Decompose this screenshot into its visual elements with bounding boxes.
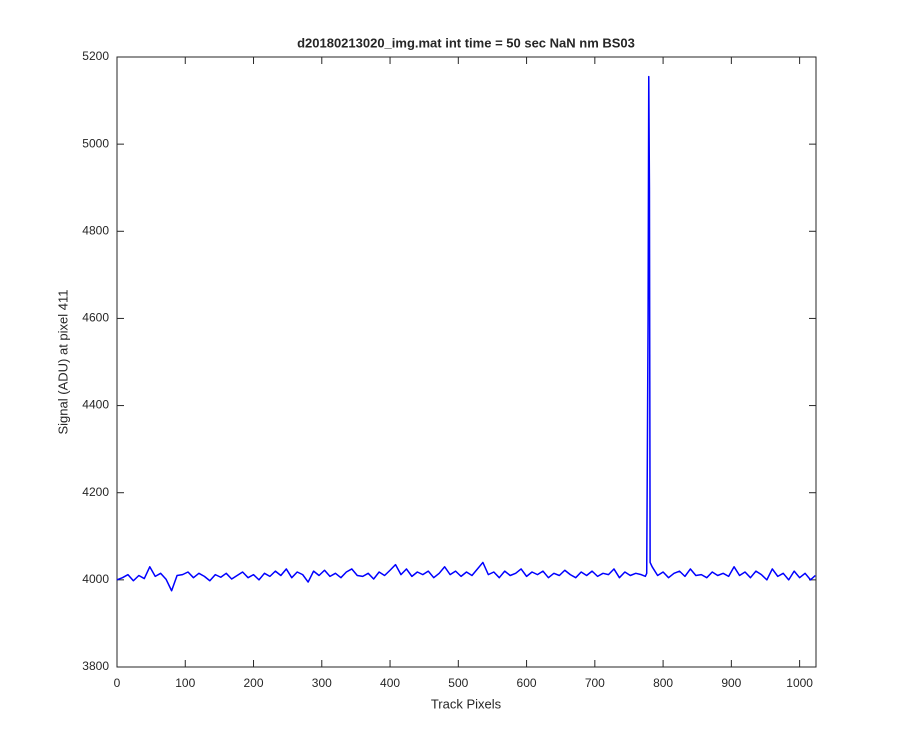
y-tick-label: 5200 [82,49,109,63]
axes-box [116,56,817,668]
y-tick-label: 4200 [82,485,109,499]
x-tick-label: 900 [721,676,741,690]
x-axis-label: Track Pixels [431,696,502,711]
x-tick-label: 700 [585,676,605,690]
y-tick-label: 5000 [82,136,109,150]
x-tick-label: 400 [380,676,400,690]
y-tick-label: 4000 [82,572,109,586]
x-tick-label: 800 [653,676,673,690]
x-tick-label: 0 [114,676,121,690]
x-tick-label: 100 [175,676,195,690]
x-tick-label: 500 [448,676,468,690]
chart-title: d20180213020_img.mat int time = 50 sec N… [297,35,635,50]
x-tick-label: 300 [312,676,332,690]
y-axis-label: Signal (ADU) at pixel 411 [55,290,70,435]
data-line [116,75,816,592]
x-tick-label: 200 [244,676,264,690]
y-tick-label: 3800 [82,659,109,673]
x-tick-label: 600 [517,676,537,690]
y-tick-label: 4600 [82,311,109,325]
x-tick-label: 1000 [786,676,813,690]
y-tick-label: 4800 [82,223,109,237]
y-tick-label: 4400 [82,398,109,412]
